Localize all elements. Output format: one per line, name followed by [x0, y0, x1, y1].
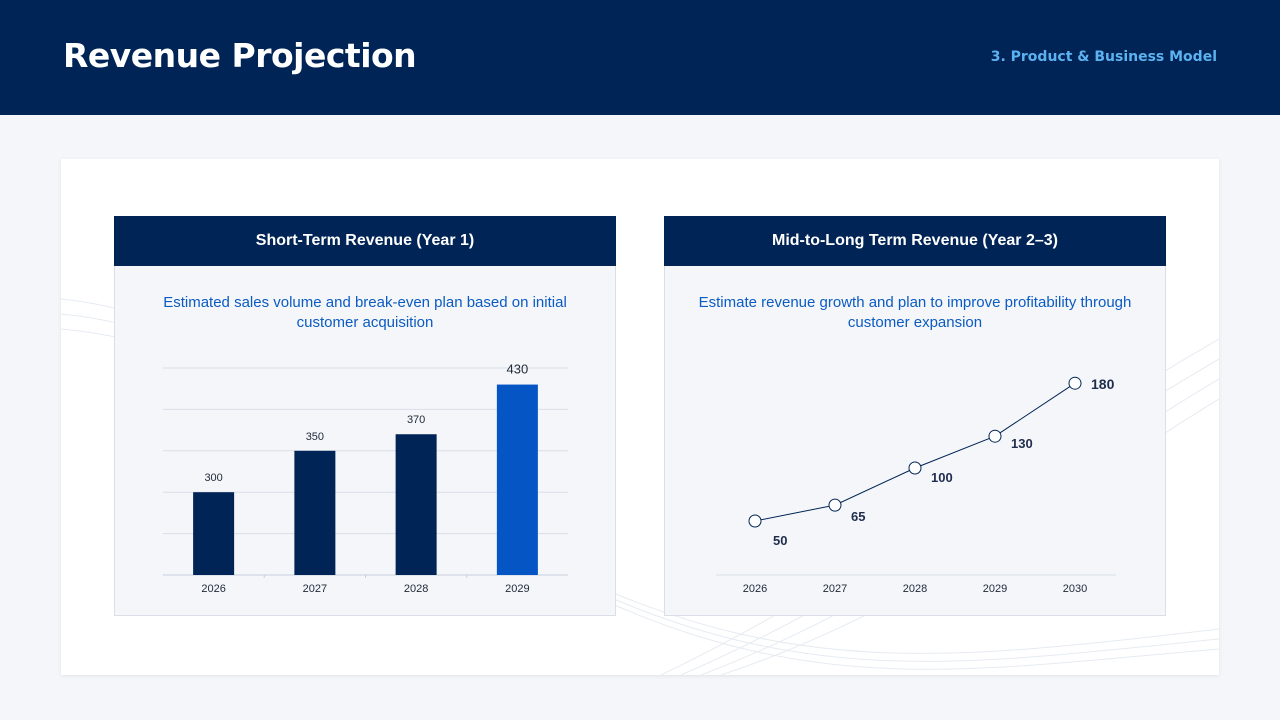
bar — [193, 492, 235, 575]
bar-x-tick-label: 2028 — [404, 583, 428, 595]
line-x-tick-label: 2026 — [743, 583, 767, 595]
line-x-tick-label: 2028 — [903, 583, 927, 595]
long-term-panel: Mid-to-Long Term Revenue (Year 2–3) Esti… — [664, 216, 1166, 616]
short-term-panel-description: Estimated sales volume and break-even pl… — [163, 294, 567, 331]
line-value-label: 130 — [1011, 436, 1033, 451]
header-bar: Revenue Projection 3. Product & Business… — [0, 0, 1280, 115]
line-point — [988, 429, 1002, 443]
long-term-line-chart: 2026 2027 2028 2029 2030 50 65 100 130 180 — [716, 376, 1116, 595]
bar — [395, 434, 437, 575]
bar-value-label: 350 — [306, 431, 324, 443]
bar-value-label: 370 — [407, 414, 425, 426]
line-value-label: 100 — [931, 470, 953, 485]
line-x-tick-label: 2027 — [823, 583, 847, 595]
short-term-panel: Short-Term Revenue (Year 1) Estimated sa… — [114, 216, 616, 616]
bar — [294, 450, 336, 575]
short-term-bar-chart: 300 2026 350 2027 370 2028 430 2029 — [163, 362, 568, 595]
short-term-panel-title: Short-Term Revenue (Year 1) — [114, 216, 616, 266]
line-value-label: 65 — [851, 509, 865, 524]
series-line — [754, 382, 1076, 522]
page-title: Revenue Projection — [63, 36, 417, 75]
section-label: 3. Product & Business Model — [990, 49, 1217, 65]
bar — [496, 384, 538, 575]
bar-x-tick-label: 2027 — [303, 583, 327, 595]
bar-value-label: 300 — [204, 472, 222, 484]
bar-x-tick-label: 2026 — [201, 583, 225, 595]
content-card: Short-Term Revenue (Year 1) Estimated sa… — [61, 159, 1219, 675]
line-point — [748, 514, 762, 528]
line-value-label: 180 — [1091, 376, 1115, 392]
bar-x-tick-label: 2029 — [505, 583, 529, 595]
line-x-tick-label: 2030 — [1063, 583, 1087, 595]
line-point — [1068, 376, 1082, 390]
long-term-panel-description: Estimate revenue growth and plan to impr… — [698, 294, 1132, 331]
line-point — [908, 461, 922, 475]
line-point — [828, 498, 842, 512]
long-term-panel-title: Mid-to-Long Term Revenue (Year 2–3) — [664, 216, 1166, 266]
line-x-tick-label: 2029 — [983, 583, 1007, 595]
line-value-label: 50 — [773, 533, 787, 548]
bar-value-label: 430 — [507, 362, 529, 377]
